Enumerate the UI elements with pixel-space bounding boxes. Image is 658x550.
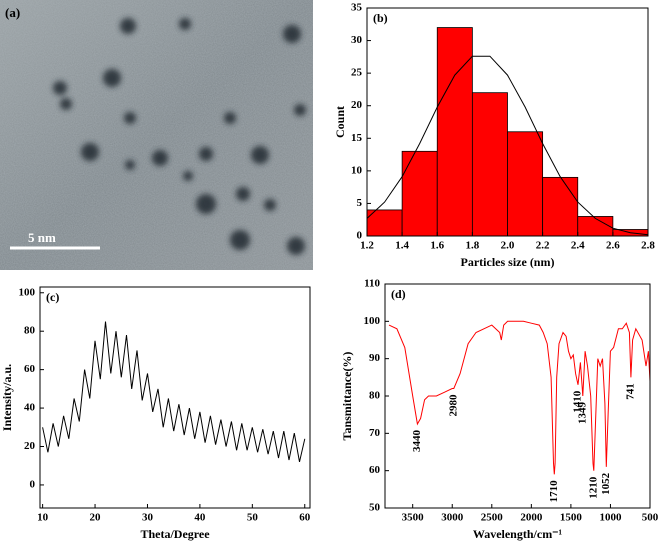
x-tick-label: 1.8 bbox=[466, 240, 480, 252]
x-axis-label: Particles size (nm) bbox=[461, 255, 555, 269]
y-tick-label: 80 bbox=[369, 390, 381, 402]
bar bbox=[471, 92, 508, 237]
x-axis-label: Wavelength/cm⁻¹ bbox=[473, 527, 563, 541]
x-tick-label: 2.8 bbox=[641, 240, 655, 252]
fit-curve bbox=[366, 55, 649, 236]
peak-label: 1710 bbox=[548, 480, 560, 503]
line-series bbox=[388, 320, 651, 475]
y-tick-label: 40 bbox=[24, 402, 36, 414]
x-tick-label: 10 bbox=[37, 512, 49, 524]
y-tick-label: 0 bbox=[30, 478, 36, 490]
y-tick-label: 100 bbox=[364, 315, 381, 327]
bar bbox=[542, 176, 579, 237]
line-series bbox=[42, 321, 306, 463]
y-tick-label: 70 bbox=[369, 427, 381, 439]
x-tick-label: 1.2 bbox=[360, 240, 374, 252]
panel-label: (d) bbox=[391, 287, 406, 301]
tem-image: 5 nm (a) bbox=[0, 0, 313, 270]
peak-label: 3440 bbox=[411, 430, 423, 453]
panel-label: (a) bbox=[5, 5, 20, 20]
x-tick-label: 2.6 bbox=[606, 240, 620, 252]
y-tick-label: 25 bbox=[351, 67, 363, 79]
x-tick-label: 2000 bbox=[520, 512, 543, 524]
x-tick-label: 1000 bbox=[599, 512, 622, 524]
x-tick-label: 1.4 bbox=[395, 240, 409, 252]
x-tick-label: 50 bbox=[247, 512, 259, 524]
peak-label: 741 bbox=[624, 383, 636, 400]
x-tick-label: 2500 bbox=[481, 512, 504, 524]
bar bbox=[401, 150, 438, 237]
x-tick-label: 500 bbox=[642, 512, 658, 524]
peak-label: 1052 bbox=[600, 472, 612, 495]
bar bbox=[507, 131, 544, 237]
bar bbox=[577, 216, 614, 237]
y-tick-label: 20 bbox=[351, 99, 363, 111]
y-tick-label: 15 bbox=[351, 132, 363, 144]
panel-label: (c) bbox=[46, 290, 59, 304]
panel-label: (b) bbox=[373, 11, 388, 25]
y-tick-label: 60 bbox=[369, 464, 381, 476]
peak-label: 1410 bbox=[572, 390, 584, 413]
x-tick-label: 2.2 bbox=[536, 240, 550, 252]
y-tick-label: 80 bbox=[24, 325, 36, 337]
x-axis-label: Theta/Degree bbox=[140, 527, 210, 541]
y-tick-label: 20 bbox=[24, 440, 36, 452]
chart-panel: 1.2 1.4 1.6 1.8 2.0 2.2 2.4 2.6 2.8 0 5 10 15 20 25 30 3… bbox=[333, 2, 656, 269]
y-tick-label: 35 bbox=[351, 2, 363, 14]
x-tick-label: 3500 bbox=[402, 512, 425, 524]
bar bbox=[436, 27, 473, 237]
peak-label: 2980 bbox=[447, 394, 459, 417]
y-axis-label: Tansmittance(%) bbox=[340, 352, 354, 441]
x-tick-label: 20 bbox=[90, 512, 102, 524]
y-tick-label: 90 bbox=[369, 352, 381, 364]
y-tick-label: 100 bbox=[19, 286, 36, 298]
x-tick-label: 1500 bbox=[560, 512, 583, 524]
peak-label: 1210 bbox=[587, 476, 599, 499]
y-axis-label: Count bbox=[333, 106, 347, 138]
y-tick-label: 0 bbox=[357, 230, 363, 242]
scale-bar-label: 5 nm bbox=[28, 230, 56, 245]
x-tick-label: 2.0 bbox=[501, 240, 515, 252]
x-tick-label: 40 bbox=[194, 512, 206, 524]
y-tick-label: 5 bbox=[357, 197, 363, 209]
x-tick-label: 60 bbox=[299, 512, 311, 524]
x-tick-label: 2.4 bbox=[571, 240, 585, 252]
plot-frame bbox=[39, 286, 311, 509]
y-tick-label: 10 bbox=[351, 164, 363, 176]
x-tick-label: 3000 bbox=[441, 512, 464, 524]
chart-panel: 10 20 30 40 50 60 0 20 40 60 80 100 (c) Theta/Degree I… bbox=[0, 286, 311, 540]
y-tick-label: 30 bbox=[351, 34, 363, 46]
y-tick-label: 110 bbox=[364, 278, 380, 290]
x-tick-label: 30 bbox=[142, 512, 154, 524]
y-tick-label: 50 bbox=[369, 502, 381, 514]
peak-label: 1349 bbox=[576, 402, 588, 425]
y-tick-label: 60 bbox=[24, 363, 36, 375]
x-tick-label: 1.6 bbox=[430, 240, 444, 252]
y-axis-label: Intensity/a.u. bbox=[0, 364, 14, 431]
